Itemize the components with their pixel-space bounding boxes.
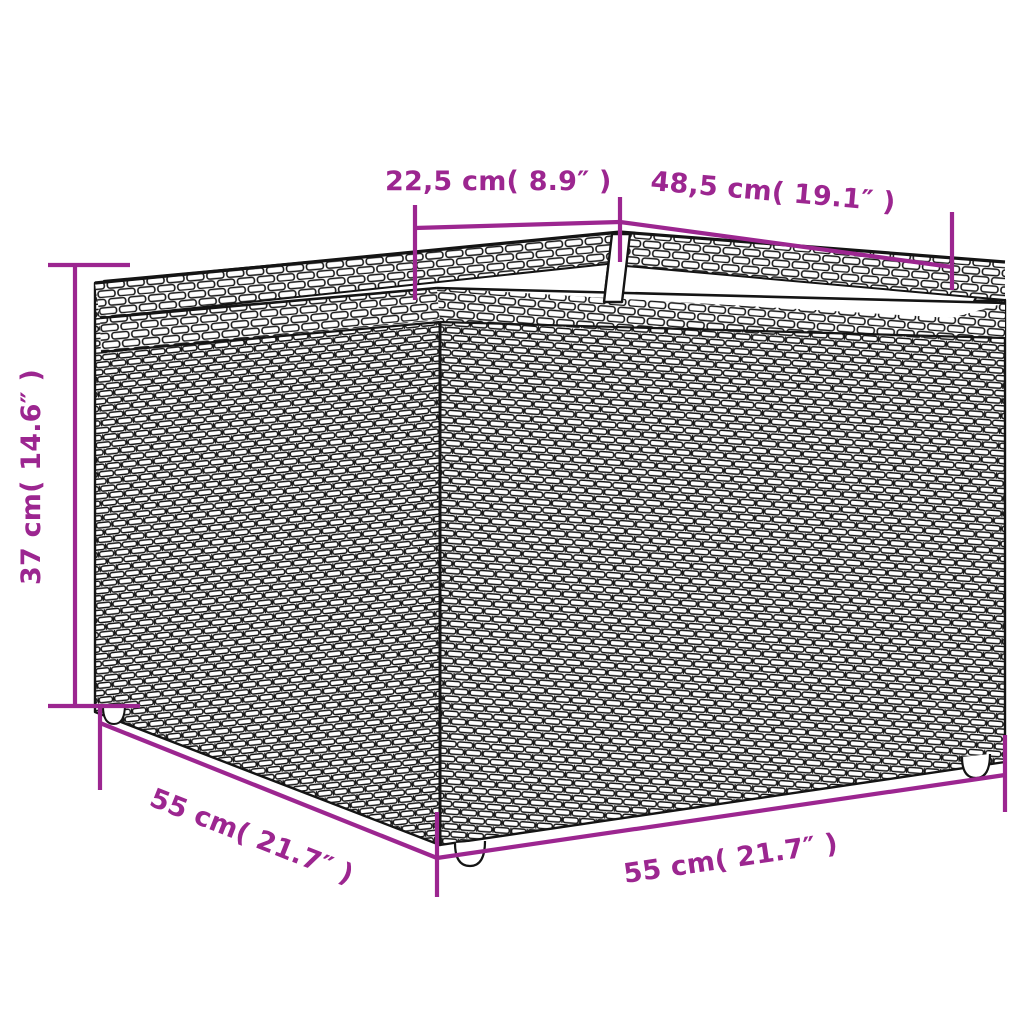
label-top-left: 22,5 cm( 8.9″ ) xyxy=(385,166,612,197)
leader-top-left xyxy=(414,219,621,231)
leader-depth xyxy=(99,721,438,860)
dimension-width xyxy=(434,735,1008,897)
foot-front-right xyxy=(960,753,992,780)
dimension-top-left xyxy=(412,197,623,300)
dimension-top-right xyxy=(619,212,955,290)
front-right-panel xyxy=(438,298,1007,847)
leader-width xyxy=(436,772,1006,861)
label-width: 55 cm( 21.7″ ) xyxy=(622,828,840,890)
leader-top-right xyxy=(619,219,953,270)
table-body xyxy=(93,230,1007,868)
dimension-depth xyxy=(97,705,438,860)
glass-divider-bar xyxy=(602,232,632,304)
dimension-height xyxy=(48,262,140,709)
label-top-right: 48,5 cm( 19.1″ ) xyxy=(649,166,896,218)
label-height: 37 cm( 14.6″ ) xyxy=(16,369,47,585)
left-side-panel xyxy=(93,281,442,847)
foot-back-left xyxy=(102,703,126,726)
dimension-lines xyxy=(48,197,1008,897)
